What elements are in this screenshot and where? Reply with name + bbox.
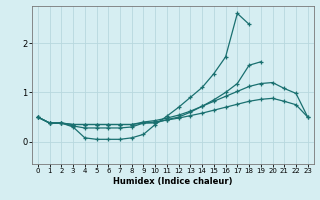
X-axis label: Humidex (Indice chaleur): Humidex (Indice chaleur) bbox=[113, 177, 233, 186]
